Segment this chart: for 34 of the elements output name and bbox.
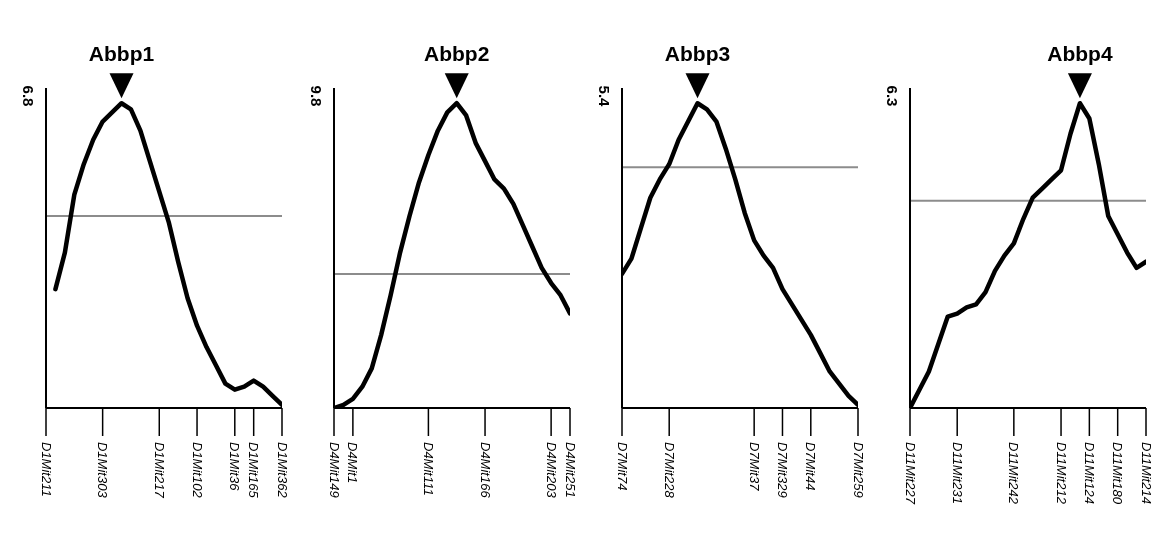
x-tick-label: D11Mit124 <box>1081 442 1097 504</box>
x-tick-label: D7Mit329 <box>774 442 790 498</box>
caption: Abbp2 <box>424 42 490 66</box>
x-tick-label: D1Mit217 <box>151 442 167 499</box>
x-tick-label: D4Mit251 <box>562 442 578 498</box>
x-tick-label: D7Mit259 <box>850 442 866 498</box>
x-tick-label: D4Mit1 <box>345 442 361 484</box>
caption: Abbp3 <box>664 42 731 66</box>
text: 6.8 <box>19 85 37 107</box>
text: 9.8 <box>307 85 325 107</box>
x-tick-label: D7Mit228 <box>661 442 677 499</box>
caption: Abbp4 <box>1047 42 1113 66</box>
x-tick-label: D11Mit214 <box>1138 442 1154 504</box>
caption: Abbp1 <box>88 42 155 66</box>
x-tick-label: D4Mit166 <box>477 442 493 499</box>
text: 5.4 <box>595 85 613 108</box>
x-tick-label: D4Mit149 <box>326 442 342 498</box>
x-tick-label: D1Mit36 <box>227 442 243 492</box>
x-tick-label: D11Mit242 <box>1006 442 1022 505</box>
x-tick-label: D11Mit212 <box>1053 442 1069 505</box>
x-tick-label: D7Mit37 <box>746 442 762 492</box>
x-tick-label: D7Mit44 <box>803 442 819 491</box>
x-tick-label: D11Mit231 <box>949 442 965 504</box>
x-tick-label: D4Mit111 <box>420 442 436 496</box>
x-tick-label: D4Mit203 <box>543 442 559 499</box>
x-tick-label: D11Mit180 <box>1110 442 1126 505</box>
x-tick-label: D11Mit227 <box>902 442 918 505</box>
x-tick-label: D1Mit102 <box>189 442 205 499</box>
text: 6.3 <box>883 85 901 107</box>
x-tick-label: D7Mit74 <box>614 442 630 491</box>
x-tick-label: D1Mit303 <box>95 442 111 499</box>
x-tick-label: D1Mit211 <box>38 442 54 497</box>
x-tick-label: D1Mit165 <box>246 442 262 499</box>
x-tick-label: D1Mit362 <box>274 442 290 499</box>
